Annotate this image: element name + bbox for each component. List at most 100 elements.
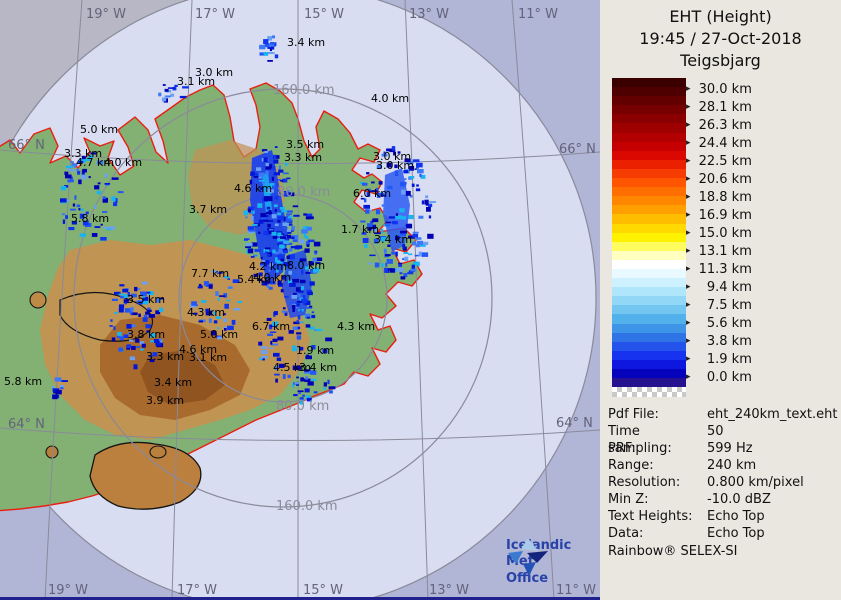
info-panel: EHT (Height) 19:45 / 27-Oct-2018 Teigsbj…	[600, 0, 841, 600]
legend-band	[612, 323, 686, 333]
legend-tick: ▸ 30.0 km	[686, 82, 752, 97]
echo-speckles	[52, 35, 436, 405]
legend-tick: ▸ 9.4 km	[686, 280, 752, 295]
radar-map-canvas	[0, 0, 600, 600]
range-ring-160km	[73, 88, 493, 508]
tick-arrow-icon: ▸	[686, 102, 691, 112]
tick-arrow-icon: ▸	[686, 228, 691, 238]
metadata-value: 0.800 km/pixel	[707, 475, 804, 490]
legend-band	[612, 150, 686, 160]
product-timestamp: 19:45 / 27-Oct-2018	[639, 29, 802, 48]
legend-tick: ▸ 26.3 km	[686, 118, 752, 133]
legend-tick: ▸ 16.9 km	[686, 208, 752, 223]
legend-band	[612, 296, 686, 306]
height-scale-ticks: ▸ 30.0 km ▸ 28.1 km ▸ 26.3 km ▸ 24.4 km ▸ 22.5 km…	[686, 78, 836, 387]
metadata-label: Resolution:	[608, 475, 681, 490]
tick-arrow-icon: ▸	[686, 246, 691, 256]
legend-tick: ▸ 3.8 km	[686, 334, 752, 349]
tick-arrow-icon: ▸	[686, 138, 691, 148]
legend-band	[612, 241, 686, 251]
tick-arrow-icon: ▸	[686, 318, 691, 328]
height-color-scale	[612, 78, 686, 388]
legend-band	[612, 205, 686, 215]
product-name: EHT (Height)	[669, 7, 772, 26]
imo-logo-triangles-icon	[508, 538, 548, 576]
legend-band	[612, 287, 686, 297]
vatnajokull-glacier	[89, 441, 202, 510]
metadata-row: Range: 240 km	[608, 457, 838, 474]
legend-band	[612, 87, 686, 97]
metadata-row: Data: Echo Top	[608, 525, 838, 542]
imo-logo-text-2: Office	[506, 570, 549, 586]
legend-band	[612, 105, 686, 115]
metadata-label: PRF:	[608, 441, 636, 456]
legend-tick: ▸ 11.3 km	[686, 262, 752, 277]
legend-tick: ▸ 15.0 km	[686, 226, 752, 241]
legend-band	[612, 141, 686, 151]
tick-arrow-icon: ▸	[686, 372, 691, 382]
meridian-13w	[404, 0, 429, 600]
legend-tick: ▸ 1.9 km	[686, 352, 752, 367]
range-rings	[73, 88, 493, 508]
meridian-11w	[511, 0, 555, 600]
transparency-checker	[612, 387, 686, 397]
parallel-66n	[0, 149, 600, 165]
map-bottom-border	[0, 597, 600, 600]
metadata-value: eht_240km_text.eht	[707, 407, 838, 422]
tick-arrow-icon: ▸	[686, 192, 691, 202]
legend-band	[612, 132, 686, 142]
legend-tick: ▸ 22.5 km	[686, 154, 752, 169]
legend-band	[612, 123, 686, 133]
legend-tick: ▸ 13.1 km	[686, 244, 752, 259]
metadata-row: Pdf File: eht_240km_text.eht	[608, 406, 838, 423]
metadata-value: 599 Hz	[707, 441, 753, 456]
tick-arrow-icon: ▸	[686, 354, 691, 364]
tick-arrow-icon: ▸	[686, 120, 691, 130]
metadata-label: Text Heights:	[608, 509, 693, 524]
metadata-row: Text Heights: Echo Top	[608, 508, 838, 525]
legend-band	[612, 278, 686, 288]
tick-arrow-icon: ▸	[686, 84, 691, 94]
metadata-row: Resolution: 0.800 km/pixel	[608, 474, 838, 491]
metadata-value: Echo Top	[707, 526, 765, 541]
metadata-value: 50	[707, 424, 724, 439]
legend-band	[612, 350, 686, 360]
highland-dark	[140, 350, 225, 405]
legend-tick: ▸ 5.6 km	[686, 316, 752, 331]
legend-tick: ▸ 0.0 km	[686, 370, 752, 385]
legend-band	[612, 268, 686, 279]
metadata-label: Data:	[608, 526, 644, 541]
tick-arrow-icon: ▸	[686, 300, 691, 310]
legend-band	[612, 369, 686, 379]
legend-band	[612, 223, 686, 233]
legend-tick: ▸ 28.1 km	[686, 100, 752, 115]
metadata-value: Echo Top	[707, 509, 765, 524]
legend-band	[612, 332, 686, 342]
product-metadata: Pdf File: eht_240km_text.eht Time sampling…	[608, 406, 838, 542]
metadata-value: -10.0 dBZ	[707, 492, 771, 507]
legend-band	[612, 187, 686, 197]
meridian-19w	[44, 0, 83, 600]
glacier-small-3	[29, 291, 47, 309]
legend-band	[612, 359, 686, 369]
legend-band	[612, 178, 686, 188]
tick-arrow-icon: ▸	[686, 282, 691, 292]
legend-band	[612, 232, 686, 242]
meridian-17w	[171, 0, 193, 600]
legend-tick: ▸ 7.5 km	[686, 298, 752, 313]
legend-tick: ▸ 18.8 km	[686, 190, 752, 205]
glacier-contour	[59, 291, 154, 342]
legend-band	[612, 314, 686, 324]
tick-arrow-icon: ▸	[686, 264, 691, 274]
legend-band	[612, 259, 686, 269]
tick-arrow-icon: ▸	[686, 210, 691, 220]
glacier-small-1	[45, 445, 59, 459]
legend-band	[612, 378, 686, 388]
legend-band	[612, 159, 686, 169]
metadata-row: PRF: 599 Hz	[608, 440, 838, 457]
glacier-small-2	[149, 445, 167, 459]
legend-tick: ▸ 24.4 km	[686, 136, 752, 151]
radar-map: 3.4 km 3.0 km 3.1 km 4.0 km 5.0 km 3.5 km 3.3 …	[0, 0, 600, 600]
product-title-block: EHT (Height) 19:45 / 27-Oct-2018 Teigsbj…	[600, 6, 841, 72]
